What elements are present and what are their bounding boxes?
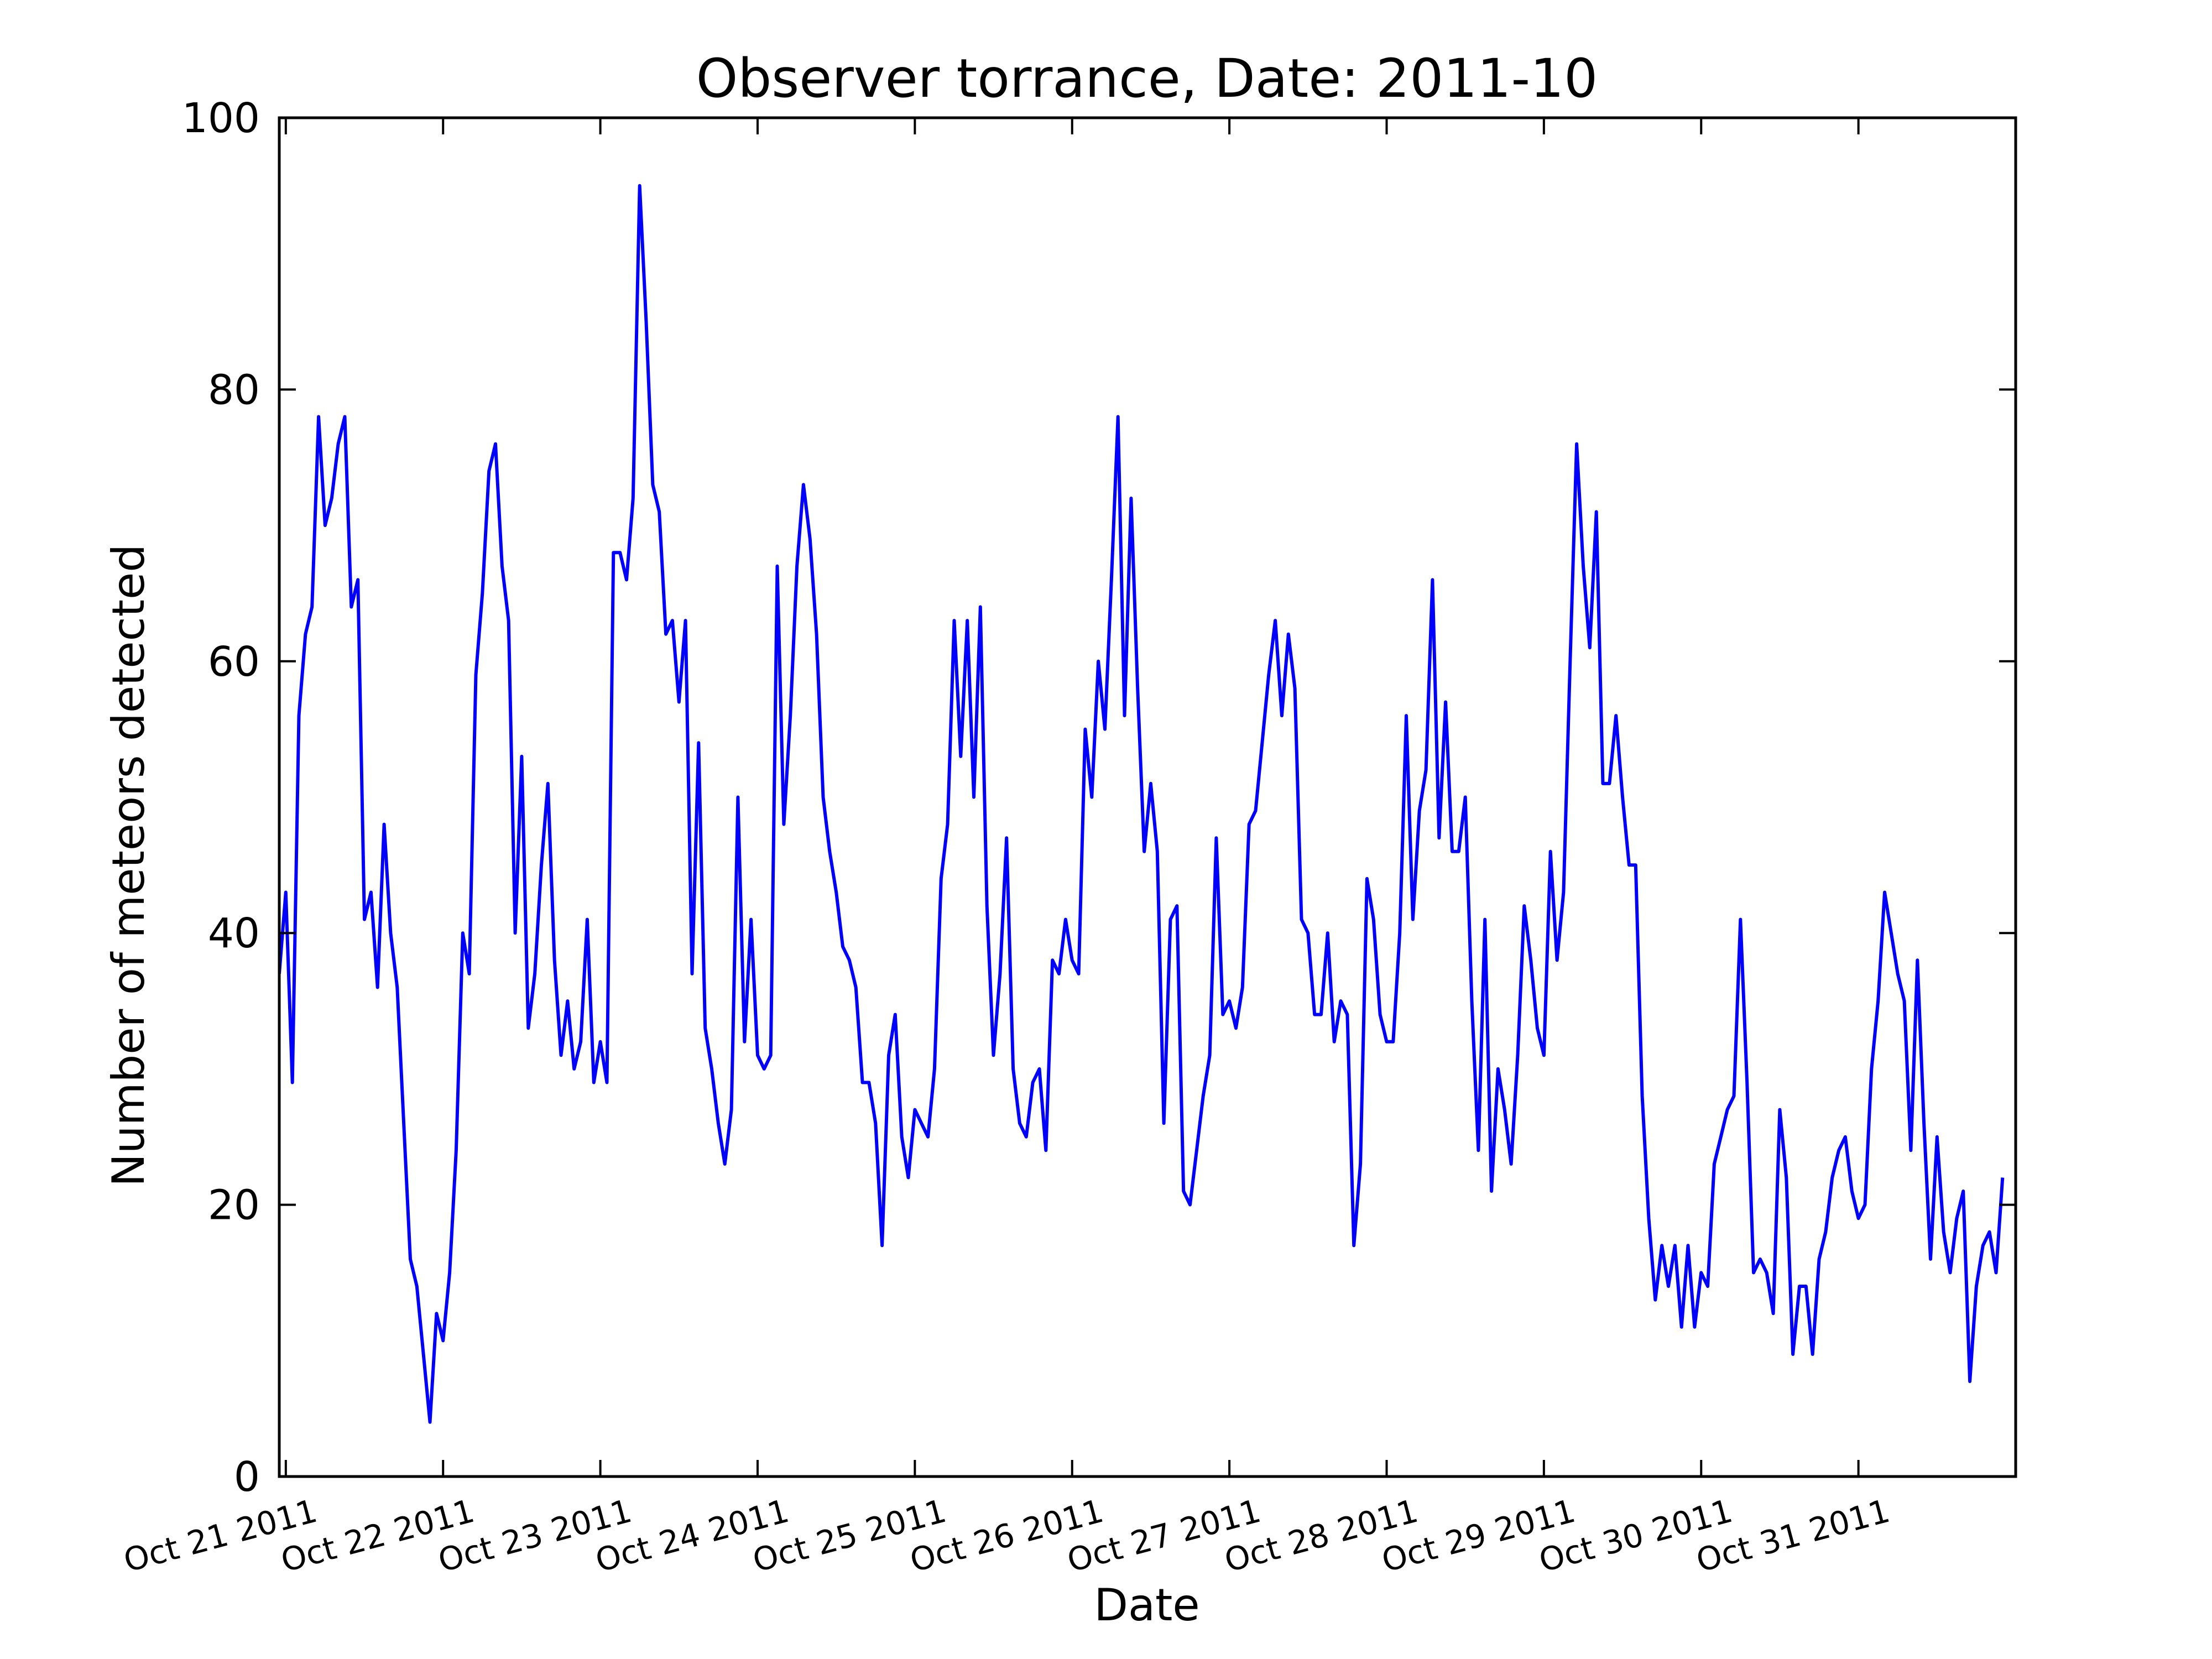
- series-line-0: [279, 184, 2005, 1424]
- y-tick-label: 40: [208, 910, 260, 957]
- y-tick-label: 60: [208, 638, 260, 686]
- y-tick-label: 100: [182, 95, 260, 142]
- y-tick-label: 80: [208, 366, 260, 414]
- x-axis-title: Date: [1094, 1579, 1199, 1631]
- y-tick-label: 20: [208, 1182, 260, 1229]
- plot-frame: [278, 116, 2017, 1478]
- plot-area: [279, 184, 2005, 1424]
- y-axis-title: Number of meteors detected: [103, 544, 154, 1187]
- y-tick-label: 0: [234, 1453, 260, 1501]
- chart-title: Observer torrance, Date: 2011-10: [696, 48, 1598, 109]
